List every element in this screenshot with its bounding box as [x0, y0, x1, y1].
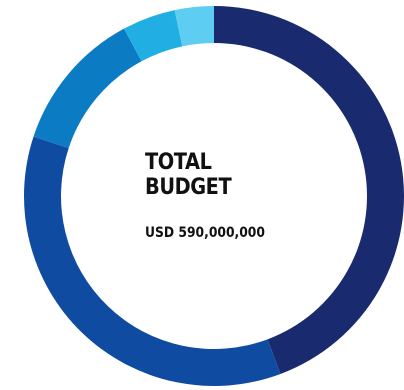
donut-slice-5	[174, 6, 214, 47]
donut-slice-2	[24, 136, 281, 386]
donut-slices	[24, 6, 404, 386]
chart-title-line-2: BUDGET	[145, 175, 232, 200]
donut-slice-4	[123, 10, 183, 62]
donut-slice-1	[214, 6, 404, 374]
chart-title: TOTAL BUDGET	[145, 150, 243, 200]
total-budget-amount: USD 590,000,000	[145, 225, 265, 241]
donut-slice-3	[33, 28, 142, 149]
chart-title-line-1: TOTAL	[145, 150, 212, 175]
